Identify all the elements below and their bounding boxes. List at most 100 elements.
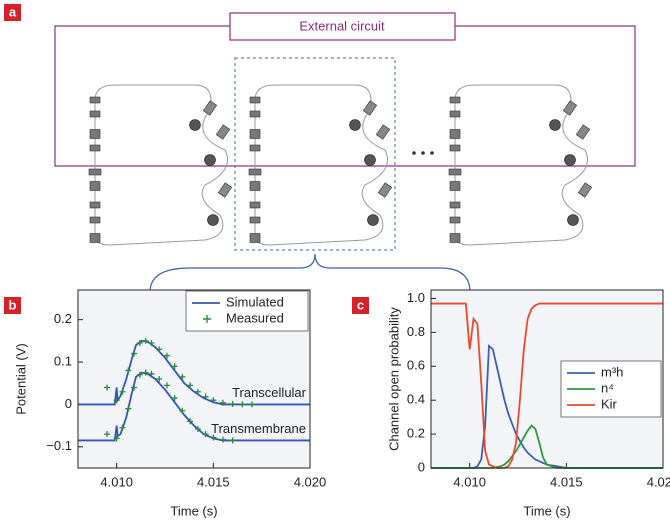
ion-channel	[88, 168, 102, 176]
y-tick-label: 0.1	[54, 353, 72, 368]
ion-channel	[249, 216, 261, 224]
y-axis-label: Channel open probability	[386, 307, 401, 451]
y-tick-label: −0.1	[46, 438, 72, 453]
transporter	[367, 214, 379, 226]
transporter	[189, 119, 201, 131]
annotation: Transcellular	[232, 385, 307, 400]
ion-channel	[249, 110, 261, 118]
external-circuit-loop	[54, 25, 636, 167]
x-axis-label: Time (s)	[170, 503, 217, 518]
measured-marker	[187, 382, 194, 389]
ion-channel	[89, 96, 101, 104]
measured-marker	[163, 382, 170, 389]
ion-channel	[89, 233, 101, 243]
y-tick-label: 0.2	[54, 311, 72, 326]
measured-marker	[210, 397, 217, 404]
measured-marker	[125, 405, 132, 412]
transporter	[207, 214, 219, 226]
ion-channel	[89, 216, 101, 224]
measured-marker	[239, 401, 246, 408]
measured-marker	[187, 418, 194, 425]
ion-channel	[449, 181, 461, 191]
ion-channel	[89, 129, 101, 139]
ion-channel	[448, 168, 462, 176]
measured-marker	[131, 350, 138, 357]
cell-wire	[454, 84, 588, 246]
x-tick-label: 4.020	[294, 474, 327, 489]
external-circuit-box	[229, 12, 456, 41]
ion-channel	[449, 96, 461, 104]
transporter	[204, 154, 216, 166]
ion-channel	[89, 110, 101, 118]
ion-channel	[248, 168, 262, 176]
cell-wire	[94, 84, 228, 246]
panel-label: b	[9, 297, 17, 312]
measured-marker	[202, 431, 209, 438]
panel-label-box	[352, 297, 369, 314]
cell-wire	[254, 84, 388, 246]
plot-frame	[430, 289, 664, 469]
measured-marker	[136, 371, 143, 378]
pump	[215, 124, 231, 140]
y-tick-label: 0	[418, 459, 425, 474]
measured-marker	[148, 339, 155, 346]
measured-marker	[142, 369, 149, 376]
x-tick-label: 4.015	[550, 474, 583, 489]
panel-label-box	[4, 297, 21, 314]
measured-marker	[131, 384, 138, 391]
y-tick-label: 0.6	[407, 358, 425, 373]
x-tick-label: 4.020	[647, 474, 670, 489]
measured-marker	[104, 431, 110, 438]
ion-channel	[249, 144, 261, 152]
pump	[562, 100, 578, 116]
series-line	[431, 344, 663, 469]
series-line	[431, 302, 663, 469]
pump	[217, 182, 233, 198]
legend-label: n⁴	[601, 380, 614, 395]
ion-channel	[449, 233, 461, 243]
x-tick-label: 4.010	[453, 474, 486, 489]
legend-box	[185, 290, 309, 332]
measured-marker	[220, 436, 226, 443]
transporter	[549, 119, 561, 131]
ion-channel	[449, 110, 461, 118]
y-tick-label: 0	[65, 396, 72, 411]
pump	[577, 182, 593, 198]
measured-marker	[179, 373, 186, 380]
x-tick-label: 4.010	[100, 474, 133, 489]
measured-marker	[202, 393, 209, 400]
measured-marker	[142, 337, 149, 344]
y-tick-label: 1.0	[407, 290, 425, 305]
legend-swatch	[203, 315, 211, 323]
ion-channel	[249, 201, 261, 209]
measured-marker	[210, 434, 217, 441]
measured-marker	[171, 363, 178, 370]
measured-marker	[156, 346, 163, 353]
measured-marker	[229, 401, 236, 408]
x-tick-label: 4.015	[197, 474, 230, 489]
cell-schematics	[88, 84, 593, 246]
external-circuit-title: External circuit	[299, 18, 385, 33]
measured-marker	[113, 397, 120, 404]
measured-marker	[104, 384, 110, 391]
ion-channel	[249, 129, 261, 139]
ion-channel	[449, 144, 461, 152]
selected-cell-box	[234, 57, 396, 251]
measured-marker	[113, 435, 120, 442]
y-tick-label: 0.8	[407, 324, 425, 339]
ion-channel	[449, 201, 461, 209]
pump	[202, 100, 218, 116]
legend-label: m³h	[601, 364, 623, 379]
ion-channel	[249, 233, 261, 243]
ion-channel	[449, 129, 461, 139]
pump	[375, 124, 391, 140]
transporter	[567, 214, 579, 226]
measured-marker	[136, 339, 143, 346]
measured-marker	[194, 388, 201, 395]
ion-channel	[249, 96, 261, 104]
transporter	[349, 119, 361, 131]
panel-label: a	[9, 4, 17, 19]
pump	[362, 100, 378, 116]
plot-frame	[77, 289, 311, 469]
